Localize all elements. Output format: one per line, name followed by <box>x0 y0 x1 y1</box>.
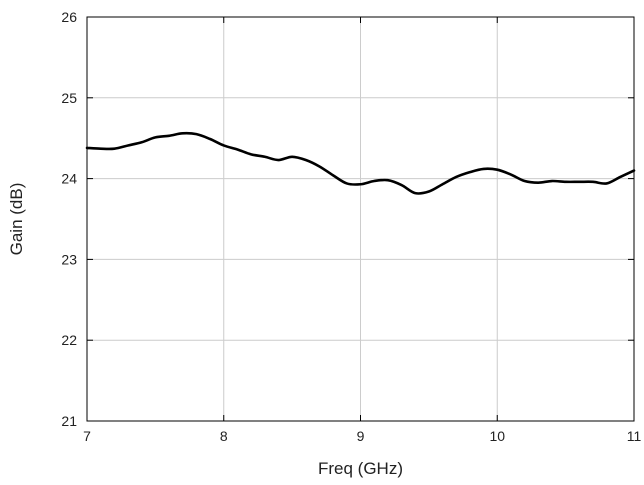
y-tick-labels: 21 22 23 24 25 26 <box>61 9 77 429</box>
y-tick-label: 22 <box>61 332 77 348</box>
y-tick-label: 26 <box>61 9 77 25</box>
x-tick-label: 7 <box>83 428 91 444</box>
y-axis-label: Gain (dB) <box>7 183 26 256</box>
y-tick-label: 21 <box>61 413 77 429</box>
grid <box>86 16 635 422</box>
x-tick-label: 9 <box>357 428 365 444</box>
x-tick-label: 8 <box>220 428 228 444</box>
x-tick-label: 11 <box>627 428 642 444</box>
gain-curve <box>85 131 636 195</box>
x-tick-label: 10 <box>489 428 505 444</box>
y-tick-label: 25 <box>61 90 77 106</box>
y-tick-label: 24 <box>61 171 77 187</box>
x-axis-label: Freq (GHz) <box>318 459 403 478</box>
ticks <box>86 16 635 422</box>
y-tick-label: 23 <box>61 251 77 267</box>
x-tick-labels: 7 8 9 10 11 <box>83 428 641 444</box>
